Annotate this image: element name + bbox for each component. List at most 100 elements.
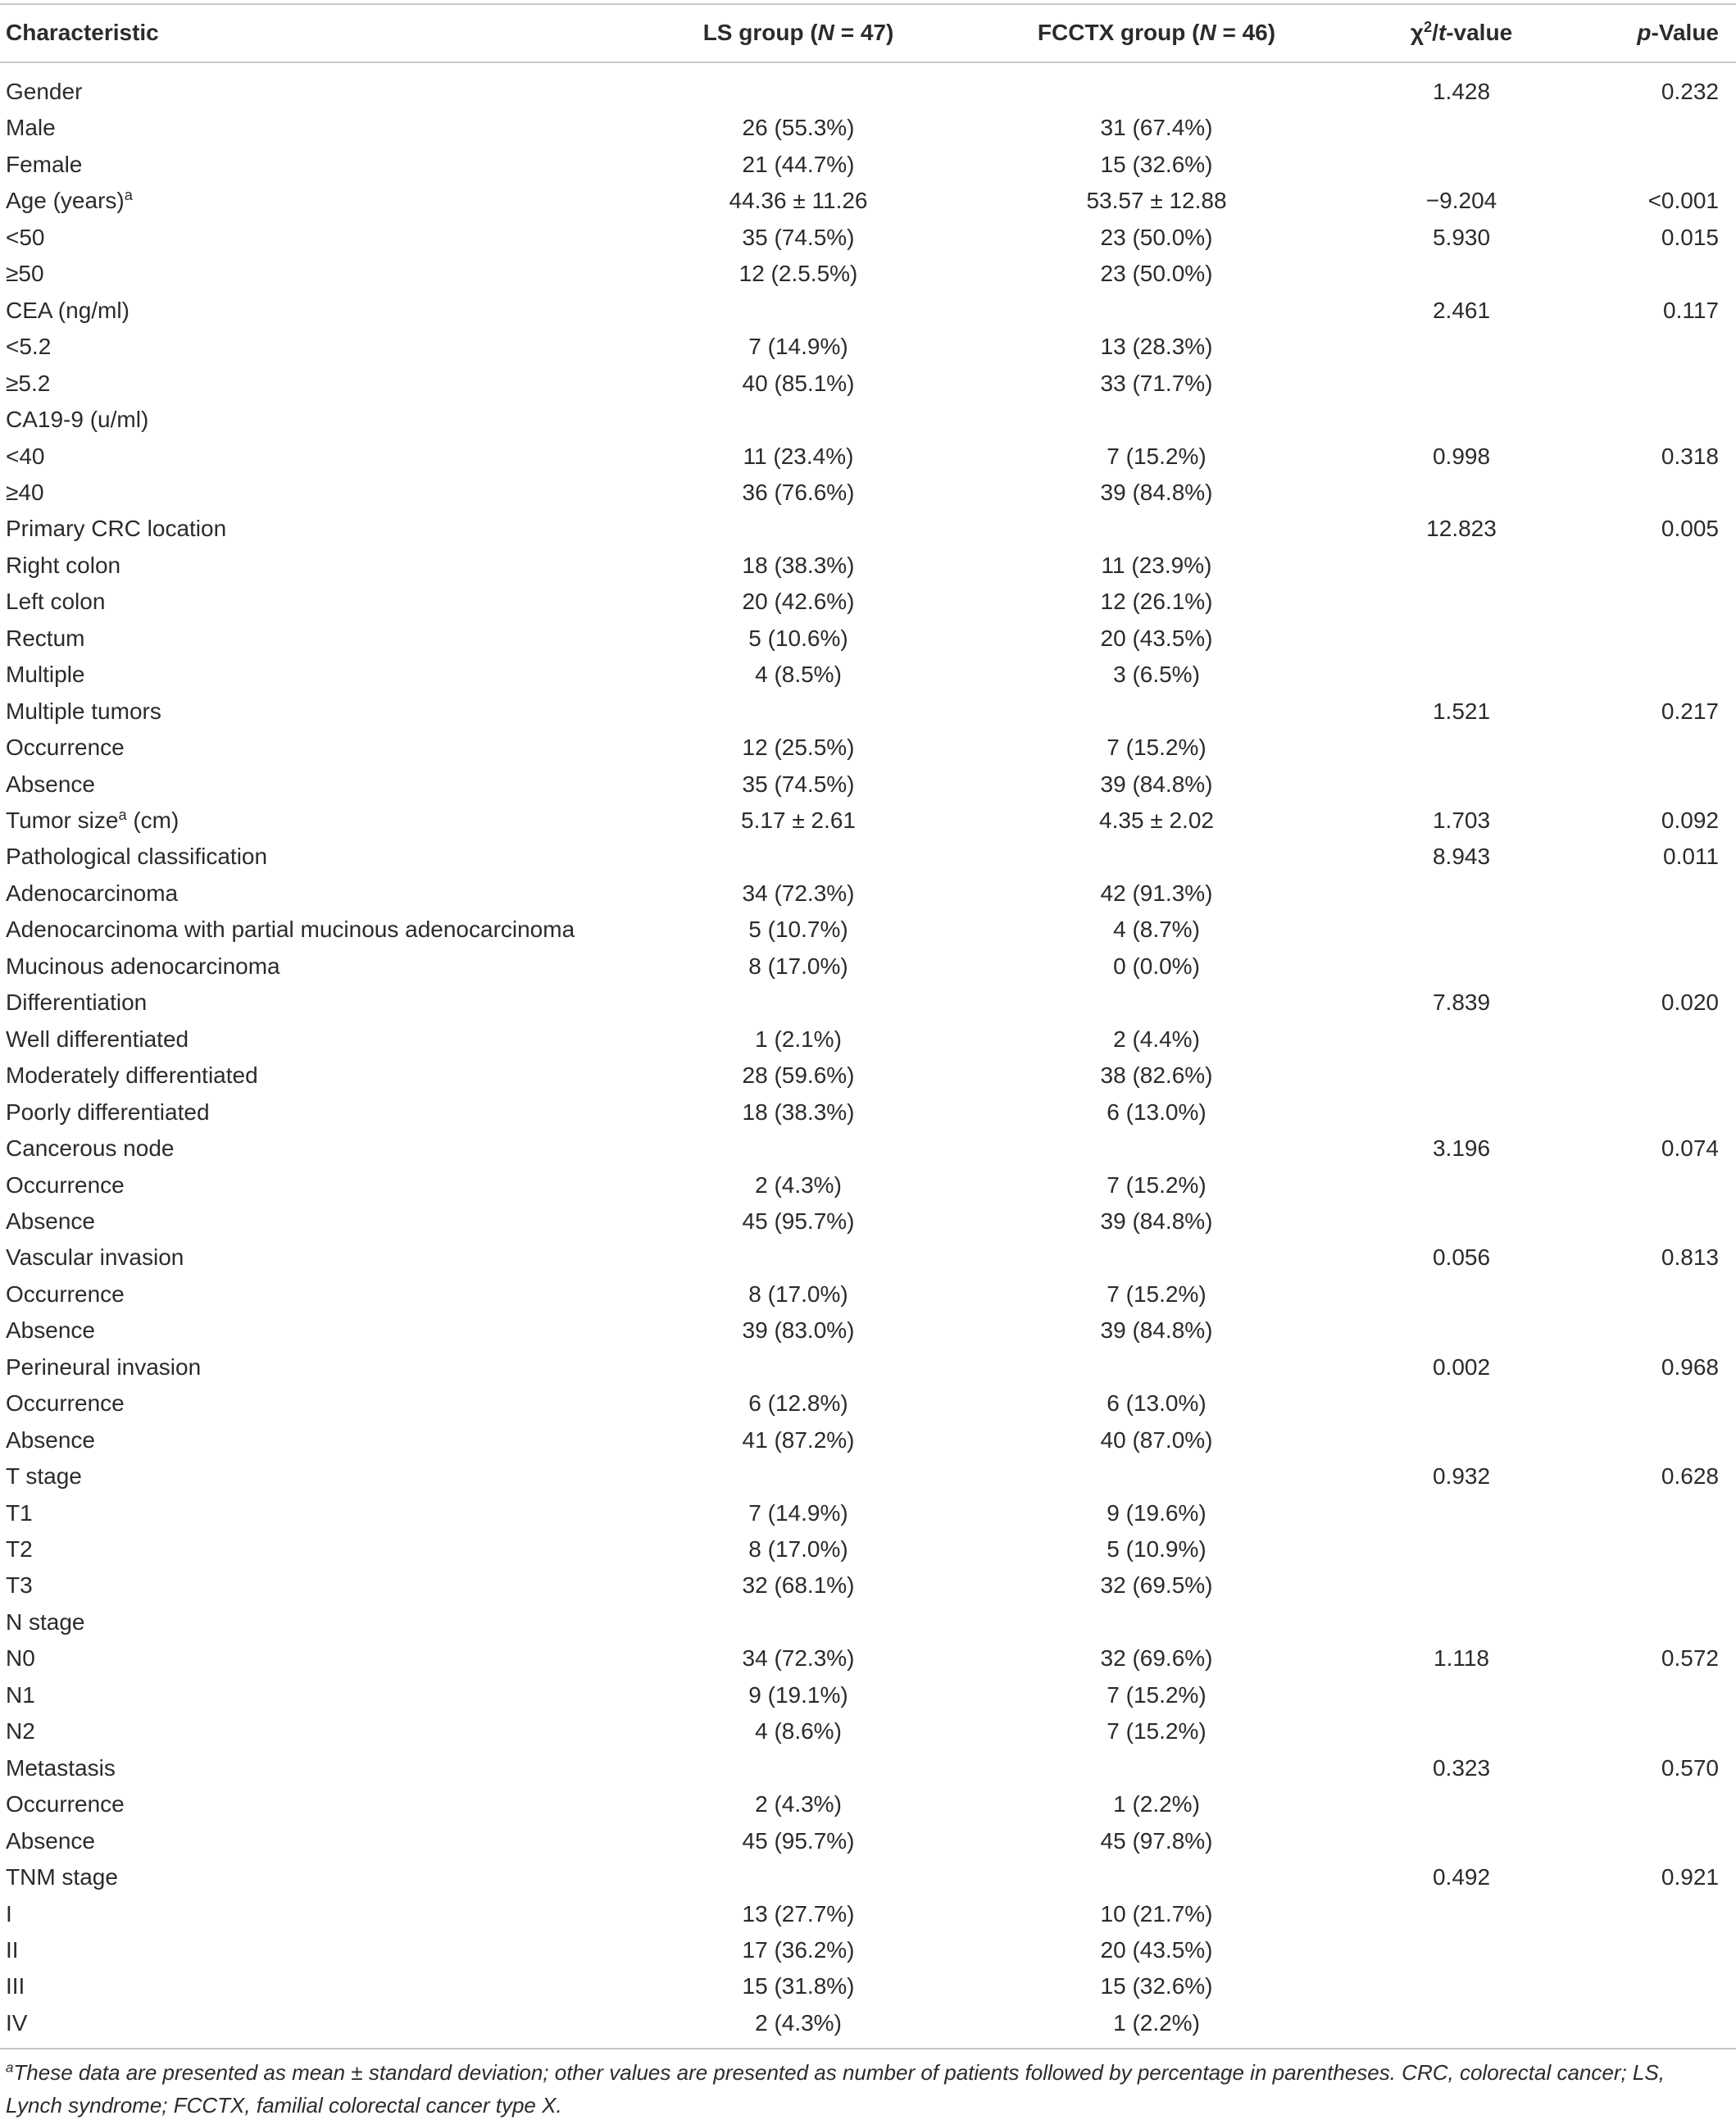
row-value: 0.005 — [1661, 516, 1719, 542]
row-value: 0.056 — [1432, 1244, 1491, 1271]
row-value: 33 (71.7%) — [1100, 370, 1213, 396]
bottom-rule — [0, 2048, 1736, 2049]
row-value: 36 (76.6%) — [742, 479, 855, 505]
row-value: 39 (83.0%) — [742, 1317, 855, 1344]
row-value: 4 (8.6%) — [755, 1718, 842, 1745]
row-label: Well differentiated — [6, 1026, 189, 1052]
row-value: 2 (4.4%) — [1113, 1026, 1200, 1052]
row-value: 2 (4.3%) — [755, 1171, 842, 1198]
row-value: 45 (95.7%) — [742, 1208, 855, 1234]
row-value: 23 (50.0%) — [1100, 224, 1213, 250]
row-value: 1 (2.1%) — [755, 1026, 842, 1052]
footnote-marker: a — [6, 2059, 14, 2076]
row-label: N0 — [6, 1645, 35, 1672]
row-value: 0.998 — [1432, 443, 1491, 469]
row-value: 0.323 — [1432, 1754, 1491, 1781]
row-value: 6 (13.0%) — [1107, 1099, 1207, 1125]
header-text: p — [1637, 20, 1652, 45]
row-value: 0.921 — [1661, 1864, 1719, 1890]
row-label: Multiple — [6, 662, 85, 688]
row-label: Right colon — [6, 552, 121, 578]
row-value: <0.001 — [1647, 188, 1719, 214]
row-label: <5.2 — [6, 334, 52, 360]
row-label: Rectum — [6, 625, 85, 651]
row-value: 23 (50.0%) — [1100, 261, 1213, 287]
row-label: Pathological classification — [6, 844, 268, 870]
header-text: LS group ( — [702, 20, 818, 45]
row-label: CEA (ng/ml) — [6, 297, 130, 323]
row-label: T stage — [6, 1463, 82, 1490]
row-label: CA19-9 (u/ml) — [6, 407, 149, 433]
row-value: 45 (95.7%) — [742, 1827, 855, 1854]
row-value: 8 (17.0%) — [748, 1536, 848, 1562]
row-label: Occurrence — [6, 735, 125, 761]
footnote-text: These data are presented as mean ± stand… — [6, 2060, 1665, 2118]
row-value: 15 (32.6%) — [1100, 151, 1213, 177]
row-value: 3.196 — [1432, 1135, 1491, 1162]
row-label: Multiple tumors — [6, 698, 161, 724]
row-label: Metastasis — [6, 1754, 116, 1781]
row-value: 1.521 — [1432, 698, 1491, 724]
row-label: N2 — [6, 1718, 35, 1745]
row-value: 40 (87.0%) — [1100, 1426, 1213, 1453]
row-label: N stage — [6, 1608, 85, 1635]
header-cell: FCCTX group (N = 46) — [1038, 15, 1275, 51]
header-cell: Characteristic — [6, 15, 159, 51]
row-value: 7 (15.2%) — [1107, 443, 1207, 469]
row-value: 34 (72.3%) — [742, 880, 855, 906]
row-value: 7 (14.9%) — [748, 1499, 848, 1526]
row-label: ≥50 — [6, 261, 44, 287]
row-value: 5 (10.6%) — [748, 625, 848, 651]
row-label: Occurrence — [6, 1171, 125, 1198]
row-label: Occurrence — [6, 1791, 125, 1817]
row-value: 32 (68.1%) — [742, 1572, 855, 1599]
row-value: 0.015 — [1661, 224, 1719, 250]
row-label: Vascular invasion — [6, 1244, 184, 1271]
row-label: I — [6, 1900, 12, 1927]
row-value: 6 (13.0%) — [1107, 1390, 1207, 1417]
row-value: 2 (4.3%) — [755, 1791, 842, 1817]
row-value: 39 (84.8%) — [1100, 771, 1213, 797]
row-label: N1 — [6, 1681, 35, 1708]
row-label: Absence — [6, 771, 95, 797]
row-value: 0.092 — [1661, 808, 1719, 833]
header-text: χ — [1410, 20, 1424, 45]
row-value: 6 (12.8%) — [748, 1390, 848, 1417]
row-label: Occurrence — [6, 1390, 125, 1417]
header-cell: p-Value — [1637, 15, 1719, 51]
row-value: 11 (23.4%) — [743, 443, 854, 469]
row-value: 26 (55.3%) — [742, 115, 855, 141]
row-value: 0.011 — [1663, 844, 1719, 870]
row-value: 34 (72.3%) — [742, 1645, 855, 1672]
header-text: -value — [1446, 20, 1513, 45]
row-value: 0.074 — [1661, 1135, 1719, 1162]
row-value: 13 (28.3%) — [1100, 334, 1213, 360]
label-text: Age (years) — [6, 188, 125, 214]
row-value: 3 (6.5%) — [1113, 662, 1200, 688]
row-value: 4 (8.7%) — [1113, 917, 1200, 943]
row-value: 20 (43.5%) — [1100, 625, 1213, 651]
row-value: 0.232 — [1661, 79, 1719, 104]
row-value: 7 (15.2%) — [1107, 735, 1207, 761]
header-text: t — [1438, 20, 1447, 45]
row-value: 53.57 ± 12.88 — [1086, 188, 1227, 214]
row-value: 35 (74.5%) — [742, 224, 855, 250]
header-text: -Value — [1651, 20, 1719, 45]
row-value: 9 (19.6%) — [1107, 1499, 1207, 1526]
row-value: 0.572 — [1661, 1645, 1719, 1672]
row-value: 4.35 ± 2.02 — [1099, 808, 1214, 833]
row-value: 7 (15.2%) — [1107, 1281, 1207, 1307]
row-value: 0 (0.0%) — [1113, 953, 1200, 979]
row-value: 35 (74.5%) — [742, 771, 855, 797]
row-value: 0.932 — [1432, 1463, 1491, 1490]
row-label: Absence — [6, 1317, 95, 1344]
row-value: 17 (36.2%) — [742, 1936, 855, 1963]
footnote: aThese data are presented as mean ± stan… — [6, 2056, 1727, 2120]
row-value: 7 (15.2%) — [1107, 1681, 1207, 1708]
row-value: −9.204 — [1425, 188, 1497, 214]
row-label: Moderately differentiated — [6, 1062, 258, 1089]
header-text: / — [1432, 20, 1438, 45]
row-value: 18 (38.3%) — [742, 552, 855, 578]
row-value: 12 (26.1%) — [1100, 589, 1213, 615]
row-value: 32 (69.6%) — [1100, 1645, 1213, 1672]
